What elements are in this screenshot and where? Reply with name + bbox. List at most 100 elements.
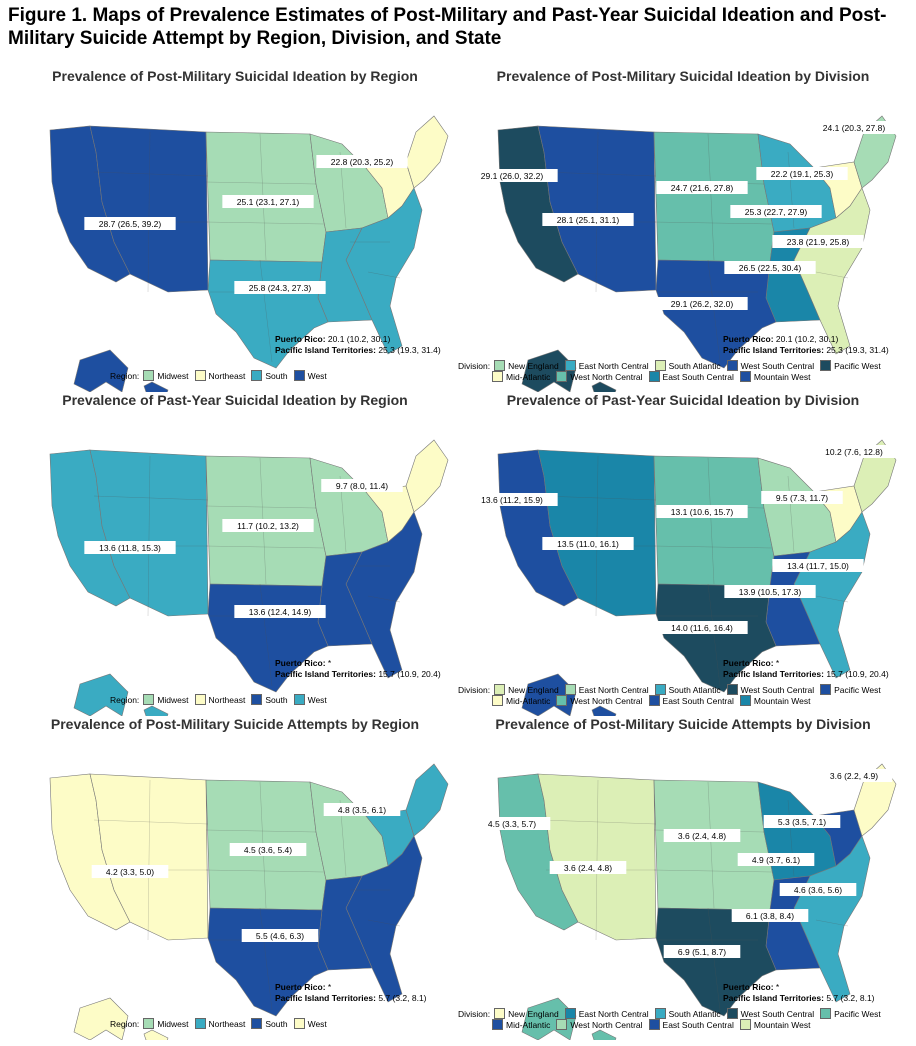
map-legend: Division: New England East North Central So…: [458, 1008, 898, 1030]
legend-swatch: [293, 370, 305, 381]
value-label-box: [542, 213, 634, 226]
legend-label: New England: [508, 360, 559, 371]
value-label-satl: 4.6 (3.6, 5.6): [794, 885, 842, 895]
area-west: [89, 773, 209, 941]
value-label-box: [810, 445, 898, 458]
us-map: 28.7 (26.5, 39.2) 25.1 (23.1, 27.1) 22.8 (…: [49, 115, 449, 392]
puerto-rico-value: 20.1 (10.2, 30.1): [327, 334, 391, 344]
value-label-box: [542, 537, 634, 550]
legend-title: Division:: [458, 1008, 491, 1019]
legend-item: Midwest: [143, 370, 189, 381]
panel-title: Prevalence of Post-Military Suicidal Ide…: [496, 68, 870, 84]
legend-swatch: [293, 694, 305, 705]
value-label-west: 28.7 (26.5, 39.2): [99, 219, 162, 229]
value-label-esc: 13.9 (10.5, 17.3): [739, 587, 802, 597]
legend-swatch: [564, 1008, 576, 1019]
state-border: [205, 829, 317, 833]
legend-label: Mid-Atlantic: [506, 371, 551, 382]
legend-swatch: [194, 694, 206, 705]
panel-title: Prevalence of Post-Military Suicide Atte…: [495, 716, 871, 732]
value-label-midwest: 25.1 (23.1, 27.1): [237, 197, 300, 207]
state-border: [541, 819, 657, 825]
map-panel-4: Prevalence of Past-Year Suicidal Ideatio…: [458, 392, 908, 722]
us-map: 13.6 (11.2, 15.9) 13.5 (11.0, 16.1) 13.1 (…: [466, 439, 898, 716]
legend-item: New England: [494, 360, 559, 371]
value-label-satl: 23.8 (21.9, 25.8): [787, 237, 850, 247]
value-label-box: [656, 181, 748, 194]
state-border: [707, 907, 721, 1011]
value-label-south: 5.5 (4.6, 6.3): [256, 931, 304, 941]
value-label-mountain: 3.6 (2.4, 4.8): [564, 863, 612, 873]
area-west: [89, 449, 209, 617]
value-label-box: [473, 817, 551, 830]
value-label-box: [737, 853, 815, 866]
territory-note: Puerto Rico: 20.1 (10.2, 30.1) Pacific Is…: [275, 334, 441, 356]
legend-item: Mountain West: [739, 1019, 810, 1030]
legend-item: East North Central: [564, 1008, 649, 1019]
legend-swatch: [556, 695, 568, 706]
pacific-islands-label: Pacific Island Territories:: [723, 669, 824, 679]
area-wnc: [653, 131, 775, 263]
legend-swatch: [726, 684, 738, 695]
state-border: [205, 221, 325, 225]
territory-note: Puerto Rico: * Pacific Island Territories…: [723, 658, 889, 680]
state-border: [787, 475, 795, 553]
value-label-wsc: 29.1 (26.2, 32.0): [671, 299, 734, 309]
legend-label: South Atlantic: [668, 360, 721, 371]
state-border: [815, 919, 849, 927]
legend-title: Region:: [110, 694, 140, 705]
area-northeast: [405, 115, 449, 189]
area-northeast: [405, 439, 449, 513]
legend-swatch: [726, 1008, 738, 1019]
map-panel-1: Prevalence of Post-Military Suicidal Ide…: [10, 68, 460, 398]
puerto-rico-label: Puerto Rico:: [275, 658, 326, 668]
legend-swatch: [494, 1008, 506, 1019]
legend-item: Mountain West: [739, 371, 810, 382]
state-border: [259, 907, 273, 1011]
pacific-islands-label: Pacific Island Territories:: [275, 345, 376, 355]
legend-swatch: [492, 1019, 503, 1030]
value-label-south: 25.8 (24.3, 27.3): [249, 283, 312, 293]
map-panel-2: Prevalence of Post-Military Suicidal Ide…: [458, 68, 908, 398]
state-border: [707, 781, 715, 909]
value-label-ne: 10.2 (7.6, 12.8): [825, 447, 883, 457]
legend-item: West: [293, 370, 327, 381]
state-border: [205, 181, 317, 185]
pacific-islands-label: Pacific Island Territories:: [723, 345, 824, 355]
legend-label: South: [265, 694, 288, 705]
legend-label: East South Central: [662, 1019, 734, 1030]
value-label-box: [724, 261, 816, 274]
legend-item: Pacific West: [820, 1008, 881, 1019]
state-border: [653, 545, 773, 549]
puerto-rico-label: Puerto Rico:: [723, 982, 774, 992]
state-border: [707, 133, 715, 261]
legend-item: Midwest: [143, 694, 189, 705]
legend-item: Mid-Atlantic: [492, 1019, 550, 1030]
legend-label: South Atlantic: [668, 1008, 721, 1019]
value-label-esc: 6.1 (3.8, 8.4): [746, 911, 794, 921]
legend-item: West North Central: [556, 371, 643, 382]
value-label-midwest: 11.7 (10.2, 13.2): [237, 521, 299, 531]
legend-item: West: [293, 694, 327, 705]
legend-swatch: [648, 1019, 660, 1030]
value-label-box: [663, 945, 741, 958]
value-label-box: [84, 541, 176, 554]
state-border: [815, 271, 849, 279]
value-label-enc: 4.9 (3.7, 6.1): [752, 855, 800, 865]
legend-swatch: [564, 684, 576, 695]
value-label-mountain: 28.1 (25.1, 31.1): [557, 215, 620, 225]
area-northeast: [405, 763, 449, 837]
state-border: [653, 869, 773, 873]
legend-item: South Atlantic: [654, 1008, 721, 1019]
legend-label: East South Central: [662, 695, 734, 706]
legend-item: New England: [494, 684, 559, 695]
panel-title: Prevalence of Past-Year Suicidal Ideatio…: [506, 392, 860, 408]
pacific-islands-label: Pacific Island Territories:: [723, 993, 824, 1003]
value-label-box: [222, 195, 314, 208]
legend-label: East North Central: [578, 684, 649, 695]
state-border: [653, 221, 773, 225]
legend-item: East South Central: [648, 695, 734, 706]
legend-swatch: [820, 360, 832, 371]
legend-label: Mountain West: [753, 695, 811, 706]
value-label-box: [549, 861, 627, 874]
